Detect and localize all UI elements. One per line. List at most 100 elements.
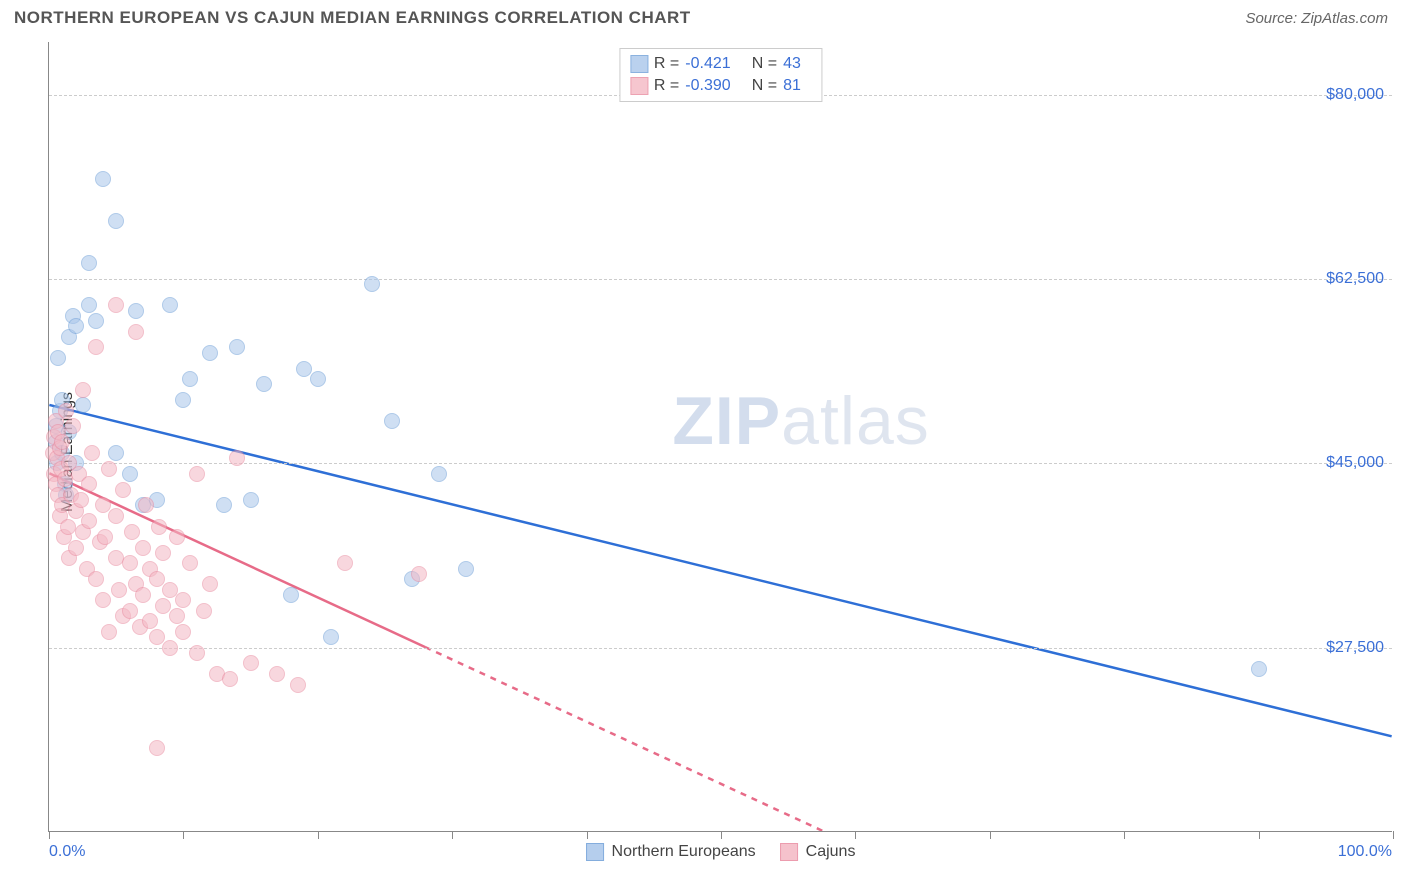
data-point bbox=[111, 582, 127, 598]
data-point bbox=[73, 492, 89, 508]
data-point bbox=[97, 529, 113, 545]
legend-series-label: Cajuns bbox=[806, 843, 856, 861]
data-point bbox=[323, 629, 339, 645]
data-point bbox=[229, 450, 245, 466]
y-tick-label: $80,000 bbox=[1326, 86, 1384, 104]
data-point bbox=[88, 339, 104, 355]
chart-title: NORTHERN EUROPEAN VS CAJUN MEDIAN EARNIN… bbox=[14, 8, 691, 28]
data-point bbox=[81, 255, 97, 271]
data-point bbox=[101, 624, 117, 640]
data-point bbox=[101, 461, 117, 477]
data-point bbox=[108, 213, 124, 229]
data-point bbox=[128, 303, 144, 319]
data-point bbox=[175, 624, 191, 640]
data-point bbox=[189, 466, 205, 482]
data-point bbox=[75, 382, 91, 398]
legend-swatch bbox=[630, 55, 648, 73]
series-legend: Northern Europeans Cajuns bbox=[586, 843, 856, 861]
chart-container: Median Earnings ZIPatlas R =-0.421 N =43… bbox=[14, 42, 1392, 862]
n-label: N = bbox=[747, 55, 777, 73]
watermark-zip: ZIP bbox=[672, 383, 781, 459]
gridline bbox=[49, 279, 1392, 280]
data-point bbox=[88, 313, 104, 329]
x-tick bbox=[1259, 831, 1260, 839]
data-point bbox=[310, 371, 326, 387]
legend-stat-row: R = -0.421 N = 43 bbox=[630, 53, 811, 75]
data-point bbox=[243, 655, 259, 671]
data-point bbox=[411, 566, 427, 582]
data-point bbox=[95, 592, 111, 608]
source-label: Source: ZipAtlas.com bbox=[1245, 10, 1388, 27]
data-point bbox=[202, 576, 218, 592]
watermark-atlas: atlas bbox=[781, 383, 930, 459]
data-point bbox=[68, 318, 84, 334]
n-value: 43 bbox=[783, 55, 811, 73]
legend-stat-row: R =-0.390 N =81 bbox=[630, 75, 811, 97]
x-tick bbox=[1124, 831, 1125, 839]
data-point bbox=[337, 555, 353, 571]
data-point bbox=[162, 640, 178, 656]
n-label: N = bbox=[747, 77, 777, 95]
data-point bbox=[115, 482, 131, 498]
data-point bbox=[458, 561, 474, 577]
x-axis-max-label: 100.0% bbox=[1338, 843, 1392, 861]
data-point bbox=[256, 376, 272, 392]
plot-area: ZIPatlas R =-0.421 N =43R =-0.390 N =81 … bbox=[48, 42, 1392, 832]
x-tick bbox=[721, 831, 722, 839]
r-value: -0.421 bbox=[685, 55, 741, 73]
data-point bbox=[202, 345, 218, 361]
data-point bbox=[88, 571, 104, 587]
data-point bbox=[269, 666, 285, 682]
data-point bbox=[122, 603, 138, 619]
data-point bbox=[151, 519, 167, 535]
data-point bbox=[155, 545, 171, 561]
data-point bbox=[169, 529, 185, 545]
x-tick bbox=[452, 831, 453, 839]
data-point bbox=[138, 497, 154, 513]
data-point bbox=[283, 587, 299, 603]
r-label: R = bbox=[654, 55, 679, 73]
x-tick bbox=[1393, 831, 1394, 839]
data-point bbox=[1251, 661, 1267, 677]
data-point bbox=[84, 445, 100, 461]
data-point bbox=[50, 350, 66, 366]
correlation-legend: R =-0.421 N =43R =-0.390 N =81 bbox=[619, 48, 822, 102]
r-label: R = bbox=[654, 77, 679, 95]
data-point bbox=[65, 418, 81, 434]
data-point bbox=[149, 740, 165, 756]
data-point bbox=[108, 508, 124, 524]
data-point bbox=[384, 413, 400, 429]
legend-series-item: Northern Europeans bbox=[586, 843, 756, 861]
y-tick-label: $45,000 bbox=[1326, 454, 1384, 472]
data-point bbox=[135, 587, 151, 603]
data-point bbox=[142, 613, 158, 629]
data-point bbox=[81, 513, 97, 529]
data-point bbox=[81, 476, 97, 492]
legend-swatch bbox=[586, 843, 604, 861]
data-point bbox=[182, 555, 198, 571]
data-point bbox=[182, 371, 198, 387]
data-point bbox=[128, 324, 144, 340]
y-tick-label: $62,500 bbox=[1326, 270, 1384, 288]
data-point bbox=[54, 434, 70, 450]
data-point bbox=[290, 677, 306, 693]
gridline bbox=[49, 463, 1392, 464]
data-point bbox=[222, 671, 238, 687]
y-tick-label: $27,500 bbox=[1326, 639, 1384, 657]
x-tick bbox=[318, 831, 319, 839]
data-point bbox=[81, 297, 97, 313]
data-point bbox=[58, 403, 74, 419]
data-point bbox=[216, 497, 232, 513]
x-tick bbox=[183, 831, 184, 839]
data-point bbox=[162, 297, 178, 313]
data-point bbox=[108, 297, 124, 313]
n-value: 81 bbox=[783, 77, 811, 95]
data-point bbox=[196, 603, 212, 619]
x-axis-min-label: 0.0% bbox=[49, 843, 85, 861]
x-tick bbox=[587, 831, 588, 839]
data-point bbox=[175, 592, 191, 608]
data-point bbox=[68, 540, 84, 556]
trend-lines bbox=[49, 42, 1392, 831]
x-tick bbox=[49, 831, 50, 839]
legend-series-item: Cajuns bbox=[780, 843, 856, 861]
